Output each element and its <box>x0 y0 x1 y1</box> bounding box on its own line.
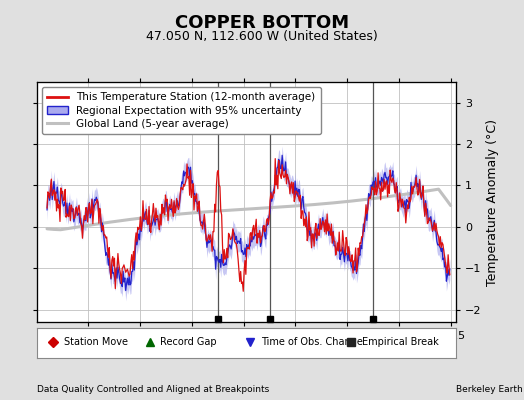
Text: Empirical Break: Empirical Break <box>362 338 438 347</box>
Text: Data Quality Controlled and Aligned at Breakpoints: Data Quality Controlled and Aligned at B… <box>37 385 269 394</box>
Text: Station Move: Station Move <box>64 338 128 347</box>
Text: Record Gap: Record Gap <box>160 338 217 347</box>
Text: Berkeley Earth: Berkeley Earth <box>456 385 522 394</box>
Text: COPPER BOTTOM: COPPER BOTTOM <box>175 14 349 32</box>
Text: 47.050 N, 112.600 W (United States): 47.050 N, 112.600 W (United States) <box>146 30 378 43</box>
Text: Time of Obs. Change: Time of Obs. Change <box>261 338 363 347</box>
Y-axis label: Temperature Anomaly (°C): Temperature Anomaly (°C) <box>486 118 498 286</box>
Legend: This Temperature Station (12-month average), Regional Expectation with 95% uncer: This Temperature Station (12-month avera… <box>42 87 321 134</box>
